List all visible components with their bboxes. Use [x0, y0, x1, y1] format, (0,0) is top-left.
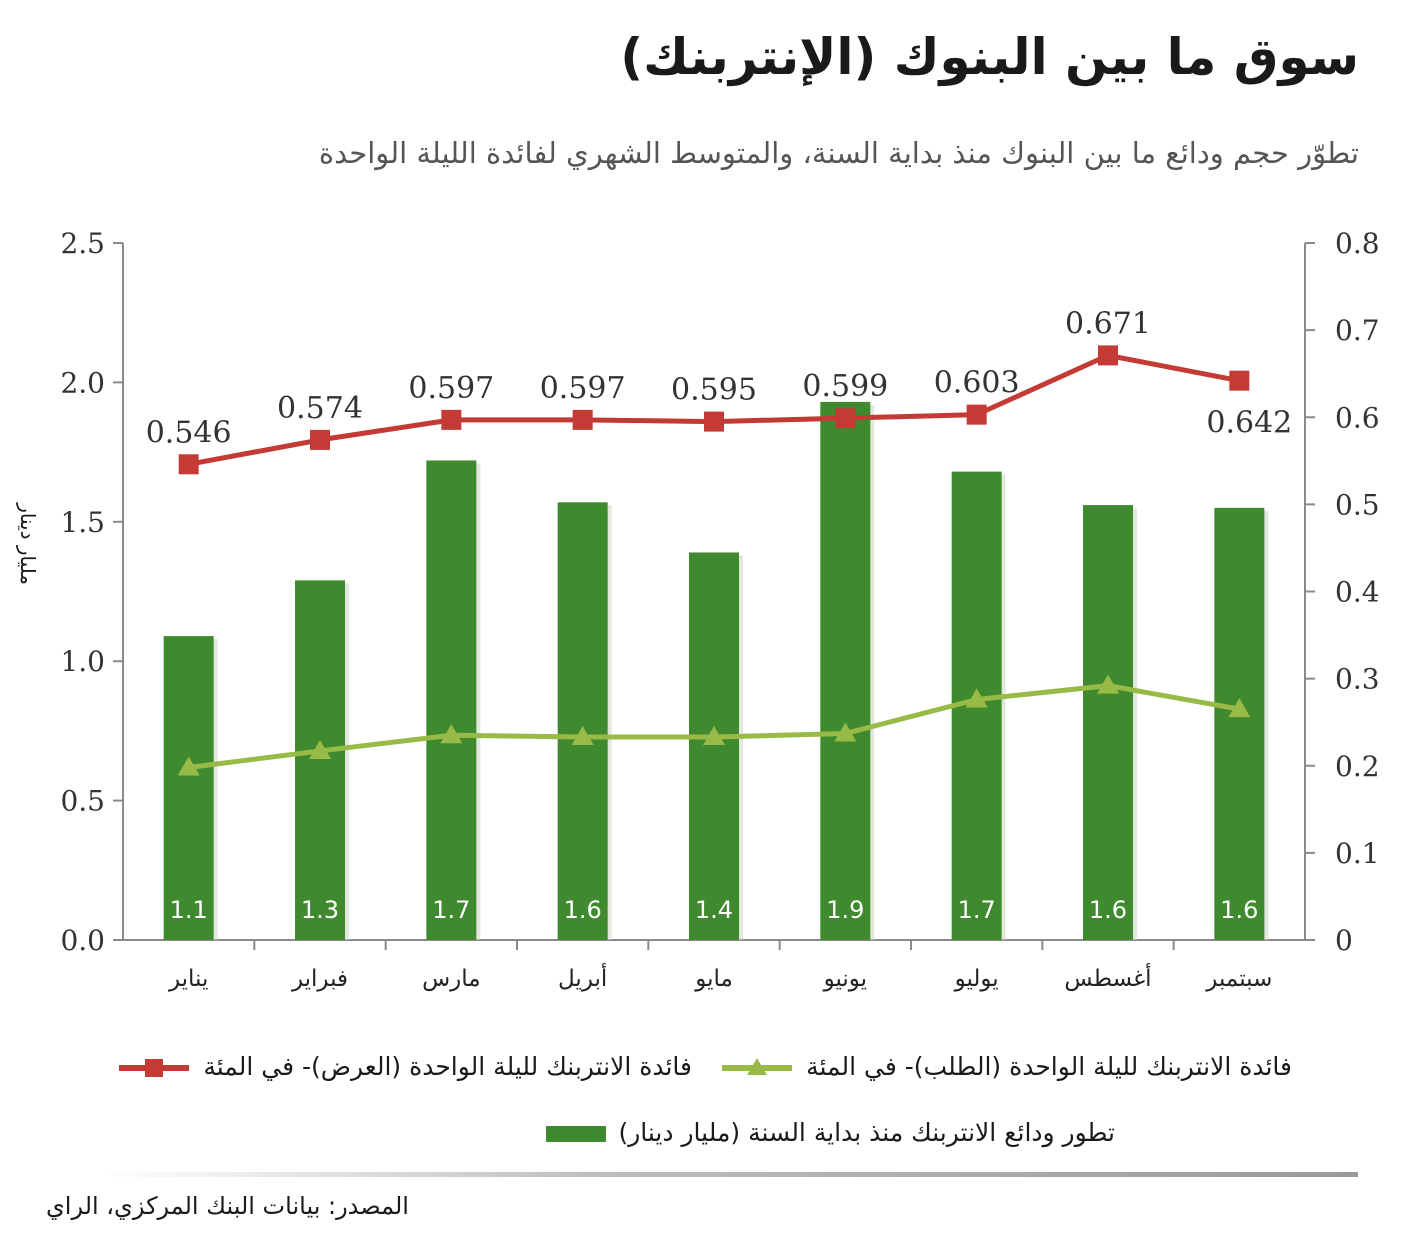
y-right-tick-label: 0.8	[1335, 227, 1380, 260]
bar-value-label: 1.1	[170, 896, 208, 924]
y-left-tick-label: 0.5	[60, 785, 105, 818]
legend-item-offer: فائدة الانتربنك لليلة الواحدة (العرض)- ف…	[117, 1052, 692, 1081]
offer-point	[178, 454, 199, 475]
y-left-tick-label: 0.0	[60, 924, 105, 957]
x-tick-label: أبريل	[558, 963, 607, 992]
bid-point	[1097, 674, 1119, 694]
y-left-tick-label: 1.0	[60, 645, 105, 678]
x-tick-label: مايو	[694, 966, 733, 992]
bar	[689, 552, 739, 940]
offer-value-label: 0.642	[1206, 406, 1292, 441]
x-tick-label: سبتمبر	[1205, 966, 1272, 992]
y-right-tick-label: 0.7	[1335, 314, 1380, 347]
bar	[557, 502, 608, 940]
y-left-tick-label: 2.5	[60, 227, 105, 260]
legend-label-bid: فائدة الانتربنك لليلة الواحدة (الطلب)- ف…	[806, 1052, 1292, 1081]
offer-value-label: 0.595	[671, 373, 757, 408]
legend-item-bars: تطور ودائع الانتربنك منذ بداية السنة (مل…	[546, 1118, 1115, 1147]
bar-value-label: 1.6	[564, 896, 602, 924]
y-right-tick-label: 0.1	[1335, 837, 1380, 870]
y-right-tick-label: 0.6	[1335, 401, 1380, 434]
x-tick-label: يوليو	[954, 966, 999, 992]
chart-subtitle: تطوّر حجم ودائع ما بين البنوك منذ بداية …	[318, 136, 1359, 170]
bar	[163, 636, 214, 940]
bid-point	[965, 688, 988, 708]
offer-point	[1229, 370, 1250, 391]
x-tick-label: أغسطس	[1064, 963, 1151, 992]
bid-point	[177, 756, 200, 776]
y-left-tick-label: 1.5	[60, 506, 105, 539]
bid-point	[309, 739, 331, 759]
bid-point	[440, 724, 463, 744]
offer-point	[441, 409, 462, 430]
bar	[295, 580, 345, 940]
y-right-tick-label: 0.4	[1335, 576, 1380, 609]
bid-point	[834, 722, 857, 742]
offer-point	[704, 411, 724, 432]
y-right-tick-label: 0.5	[1335, 488, 1380, 521]
legend-swatch-bars	[546, 1125, 607, 1142]
y-right-tick-label: 0	[1335, 924, 1353, 957]
offer-value-label: 0.597	[408, 371, 494, 406]
bid-point	[1228, 698, 1251, 718]
offer-point	[572, 409, 593, 430]
offer-point	[1098, 345, 1118, 366]
chart-title: سوق ما بين البنوك (الإنتربنك)	[620, 28, 1359, 86]
offer-point	[966, 404, 987, 425]
offer-value-label: 0.597	[540, 371, 626, 406]
bar-value-label: 1.3	[301, 896, 339, 924]
bar	[820, 401, 871, 940]
x-tick-label: يونيو	[823, 966, 868, 992]
y-left-tick-label: 2.0	[60, 366, 105, 399]
offer-value-label: 0.546	[146, 415, 232, 450]
x-tick-label: مارس	[422, 966, 481, 992]
x-tick-label: يناير	[168, 966, 208, 992]
legend-item-bid: فائدة الانتربنك لليلة الواحدة (الطلب)- ف…	[720, 1052, 1292, 1081]
offer-value-label: 0.603	[934, 366, 1020, 401]
legend-swatch-offer	[119, 1058, 190, 1077]
source-note: المصدر: بيانات البنك المركزي، الراي	[46, 1192, 409, 1220]
offer-value-label: 0.671	[1065, 306, 1151, 341]
offer-point	[835, 408, 856, 429]
bar-value-label: 1.6	[1089, 896, 1127, 924]
bar-value-label: 1.9	[826, 896, 864, 924]
y-right-tick-label: 0.2	[1335, 750, 1380, 783]
offer-point	[310, 429, 330, 450]
legend-swatch-bid	[722, 1057, 793, 1075]
x-tick-label: فبراير	[291, 966, 348, 992]
bar-value-label: 1.6	[1220, 896, 1258, 924]
bar-value-label: 1.4	[695, 896, 733, 924]
bar	[1214, 507, 1265, 940]
bid-point	[571, 725, 594, 745]
offer-value-label: 0.599	[802, 369, 888, 404]
bar	[426, 460, 477, 940]
legend-label-bars: تطور ودائع الانتربنك منذ بداية السنة (مل…	[618, 1118, 1115, 1147]
bid-point	[703, 725, 725, 745]
bar-value-label: 1.7	[958, 896, 996, 924]
legend-label-offer: فائدة الانتربنك لليلة الواحدة (العرض)- ف…	[203, 1052, 692, 1081]
offer-value-label: 0.574	[277, 391, 363, 426]
footer-divider	[100, 1172, 1358, 1177]
bar-value-label: 1.7	[432, 896, 470, 924]
y-right-tick-label: 0.3	[1335, 663, 1380, 696]
bar	[1083, 505, 1133, 940]
